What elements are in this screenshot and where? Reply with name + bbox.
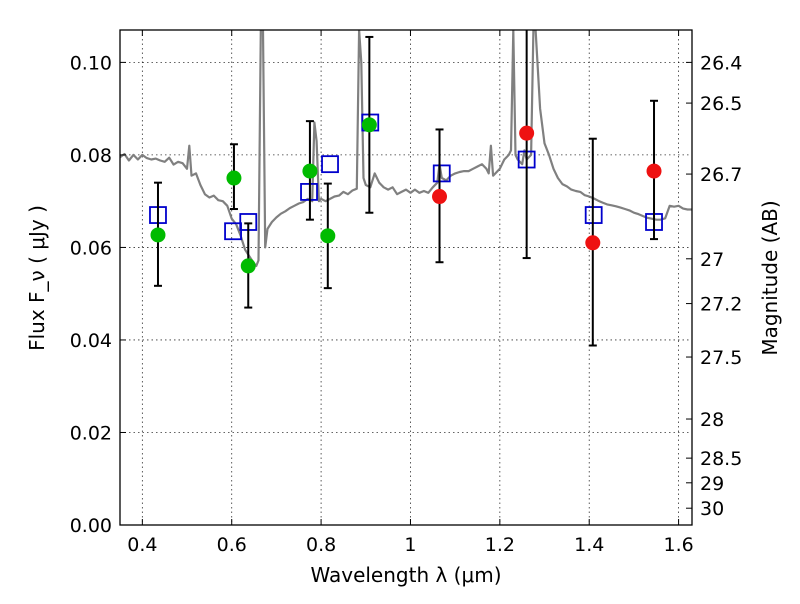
observed-point [226,170,242,186]
observed-point [302,163,318,179]
mag-tick-label: 30 [700,498,724,520]
y-tick-label: 0.10 [70,52,112,74]
mag-tick-label: 27 [700,249,724,271]
x-tick-label: 1.2 [485,534,515,556]
mag-tick-label: 29 [700,473,724,495]
observed-point [150,227,166,243]
x-axis-title: Wavelength λ (μm) [310,563,501,587]
observed-point [320,228,336,244]
x-tick-label: 0.6 [217,534,247,556]
mag-tick-label: 28 [700,409,724,431]
observed-point [519,125,535,141]
y-axis-right-title: Magnitude (AB) [758,200,782,355]
observed-point [585,235,601,251]
y-tick-label: 0.04 [70,330,112,352]
mag-tick-label: 26.5 [700,93,742,115]
y-axis-title: Flux F_ν ( μJy ) [25,205,49,351]
observed-point [432,189,448,205]
model-photometry-square [321,155,339,174]
y-tick-label: 0.08 [70,145,112,167]
model-photometry-square [432,164,451,183]
plot-area [120,30,692,347]
model-photometry-square [224,222,242,241]
mag-tick-label: 27.2 [700,294,742,316]
x-tick-label: 1.4 [574,534,604,556]
x-tick-label: 1.6 [663,534,693,556]
mag-tick-label: 26.4 [700,52,742,74]
x-tick-label: 1 [404,534,416,556]
axes: 0.4 0.6 0.8 1 1.2 1.4 1.6 0.00 0.02 0.04 0.06 0.08 0… [70,30,742,556]
observed-point [361,117,377,133]
observed-point [646,163,662,179]
x-tick-label: 0.8 [306,534,336,556]
y-tick-label: 0.00 [70,515,112,537]
mag-tick-label: 28.5 [700,448,742,470]
mag-tick-label: 26.7 [700,164,742,186]
y-tick-label: 0.02 [70,422,112,444]
observed-point [240,258,256,274]
plot-frame [119,29,693,526]
grid-lines [120,30,692,526]
y-tick-label: 0.06 [70,237,112,259]
x-tick-label: 0.4 [127,534,157,556]
mag-tick-label: 27.5 [700,347,742,369]
model-sed-line [120,30,692,267]
